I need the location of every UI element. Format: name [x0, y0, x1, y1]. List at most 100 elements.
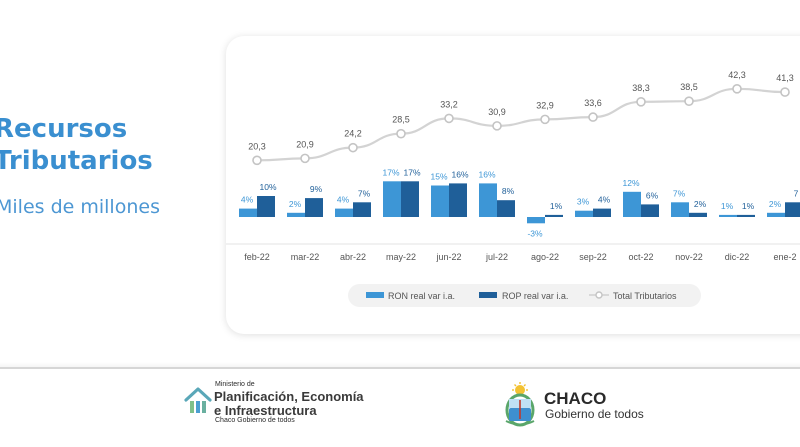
total-point	[636, 97, 646, 107]
rop-data-label: 1%	[550, 201, 563, 211]
ron-data-label: 1%	[721, 201, 734, 211]
ron-bar	[527, 217, 545, 224]
legend-rop-label: ROP real var i.a.	[502, 291, 568, 301]
rop-data-label: 7%	[358, 188, 371, 198]
total-data-label: 33,6	[584, 98, 602, 108]
ron-data-label: -3%	[527, 228, 543, 238]
page-title-line2: Tributarios	[0, 146, 153, 176]
total-data-label: 33,2	[440, 99, 458, 109]
rop-bar	[401, 181, 419, 217]
total-point	[396, 128, 406, 139]
rop-bar	[593, 208, 611, 217]
ministry-name-line2: e Infraestructura	[214, 403, 317, 418]
ron-bar	[623, 191, 641, 217]
rop-bar	[545, 214, 563, 217]
ron-bar	[287, 212, 305, 217]
rop-data-label: 6%	[646, 190, 659, 200]
ron-data-label: 3%	[577, 197, 590, 207]
rop-data-label: 8%	[502, 186, 515, 196]
total-data-label: 30,9	[488, 107, 506, 117]
province-name: CHACO	[544, 389, 607, 408]
ron-bar	[575, 210, 593, 217]
rop-bar	[641, 204, 659, 217]
rop-bar	[353, 202, 371, 217]
rop-bar	[689, 212, 707, 217]
rop-bar	[449, 183, 467, 217]
chart-svg: 4% 10% 20,3 feb-22 2% 9% 20,9 mar-22 4% 7% 24,2 abr…	[226, 70, 800, 307]
rop-data-label: 4%	[598, 195, 611, 205]
legend-total-label: Total Tributarios	[613, 291, 677, 301]
ron-bar	[431, 185, 449, 217]
rop-data-label: 16%	[451, 169, 468, 179]
ron-bar	[479, 183, 497, 217]
x-tick-label: jun-22	[435, 252, 461, 262]
x-tick-label: nov-22	[675, 252, 703, 262]
page-title: Recursos Tributarios	[0, 113, 153, 177]
chart-card: 4% 10% 20,3 feb-22 2% 9% 20,9 mar-22 4% 7% 24,2 abr…	[226, 36, 800, 334]
rop-bar	[785, 202, 800, 217]
total-data-label: 38,5	[680, 82, 698, 92]
province-sub: Gobierno de todos	[545, 407, 644, 421]
rop-data-label: 17%	[403, 167, 420, 177]
ron-bar	[719, 214, 737, 217]
x-tick-label: oct-22	[628, 252, 653, 262]
footer	[0, 367, 800, 447]
total-data-label: 42,3	[728, 70, 746, 80]
ron-data-label: 4%	[241, 195, 254, 205]
total-data-label: 38,3	[632, 83, 650, 93]
ron-data-label: 15%	[430, 172, 447, 182]
ron-bar	[383, 181, 401, 217]
total-data-label: 20,9	[296, 139, 314, 149]
total-point	[492, 121, 502, 131]
x-tick-label: ene-2	[773, 252, 796, 262]
total-data-label: 32,9	[536, 100, 554, 110]
total-point	[444, 113, 454, 124]
ministry-small-label: Ministerio de	[215, 381, 255, 388]
legend-ron-swatch	[366, 292, 384, 298]
ministry-name-line1: Planificación, Economía	[214, 389, 364, 404]
rop-bar	[737, 214, 755, 217]
total-data-label: 28,5	[392, 115, 410, 125]
total-data-label: 24,2	[344, 129, 362, 139]
total-point	[348, 142, 358, 153]
x-tick-label: dic-22	[725, 252, 750, 262]
ron-data-label: 2%	[769, 199, 782, 209]
total-point	[780, 87, 790, 97]
ron-data-label: 12%	[622, 178, 639, 188]
legend-ron-label: RON real var i.a.	[388, 291, 455, 301]
rop-bar	[497, 200, 515, 217]
ron-data-label: 2%	[289, 199, 302, 209]
ministry-sub-label: Chaco Gobierno de todos	[215, 417, 295, 424]
legend-total-marker	[595, 291, 603, 299]
total-data-label: 41,3	[776, 73, 794, 83]
total-data-label: 20,3	[248, 141, 266, 151]
x-tick-label: abr-22	[340, 252, 366, 262]
x-tick-label: sep-22	[579, 252, 607, 262]
x-tick-label: jul-22	[485, 252, 508, 262]
rop-data-label: 1%	[742, 201, 755, 211]
ron-data-label: 16%	[478, 169, 495, 179]
total-tributarios-line	[256, 87, 786, 162]
page-title-line1: Recursos	[0, 114, 128, 144]
total-point	[684, 96, 694, 106]
house-icon	[184, 387, 212, 413]
rop-data-label: 10%	[259, 182, 276, 192]
footer-shadow	[0, 362, 800, 368]
x-tick-label: mar-22	[291, 252, 320, 262]
x-tick-label: ago-22	[531, 252, 559, 262]
ron-bar	[671, 202, 689, 217]
total-point	[252, 155, 262, 166]
x-tick-label: feb-22	[244, 252, 270, 262]
ron-data-label: 7%	[673, 188, 686, 198]
total-point	[588, 112, 598, 122]
rop-data-label: 2%	[694, 199, 707, 209]
legend-box	[348, 284, 701, 307]
rop-data-label: 9%	[310, 184, 323, 194]
total-point	[300, 153, 310, 164]
ron-data-label: 17%	[382, 167, 399, 177]
rop-bar	[257, 196, 275, 217]
legend-rop-swatch	[479, 292, 497, 298]
ron-bar	[239, 208, 257, 217]
ron-bar	[335, 208, 353, 217]
total-point	[732, 84, 742, 94]
